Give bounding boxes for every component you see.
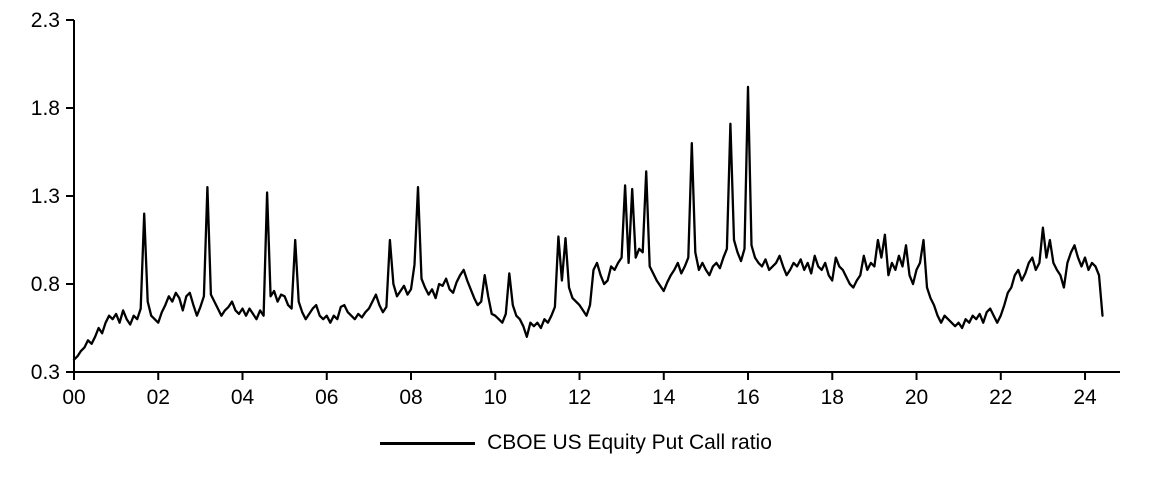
x-axis-tick-label: 06 bbox=[315, 386, 338, 409]
y-axis-tick-label: 0.3 bbox=[31, 361, 60, 384]
x-axis-tick-label: 16 bbox=[736, 386, 759, 409]
y-axis-tick-label: 0.8 bbox=[31, 273, 60, 296]
x-axis-tick-label: 04 bbox=[231, 386, 255, 409]
tick-marks bbox=[66, 19, 1087, 380]
y-axis-tick-label: 1.3 bbox=[31, 185, 60, 208]
series-line bbox=[72, 85, 1104, 361]
x-axis-tick-label: 20 bbox=[905, 386, 928, 409]
x-axis-tick-label: 24 bbox=[1073, 386, 1097, 409]
x-axis-tick-label: 08 bbox=[399, 386, 422, 409]
legend-line-icon bbox=[380, 441, 476, 445]
y-axis-tick-label: 2.3 bbox=[31, 9, 60, 32]
x-axis-tick-label: 18 bbox=[821, 386, 844, 409]
x-axis-tick-label: 14 bbox=[652, 386, 676, 409]
x-axis-tick-label: 10 bbox=[484, 386, 507, 409]
put-call-ratio-chart: 0.3 0.8 1.3 1.8 2.3 00 02 04 06 08 10 12 14 16 18 20 22 2… bbox=[31, 9, 1120, 409]
y-axis-tick-label: 1.8 bbox=[31, 97, 60, 120]
tick-labels: 0.3 0.8 1.3 1.8 2.3 00 02 04 06 08 10 12 14 16 18 20 22 2… bbox=[31, 9, 1097, 409]
x-axis-tick-label: 02 bbox=[147, 386, 170, 409]
legend-label: CBOE US Equity Put Call ratio bbox=[487, 431, 772, 454]
x-axis-tick-label: 00 bbox=[62, 386, 85, 409]
axes bbox=[73, 20, 1120, 373]
x-axis-tick-label: 22 bbox=[989, 386, 1012, 409]
x-axis-tick-label: 12 bbox=[568, 386, 591, 409]
legend: CBOE US Equity Put Call ratio bbox=[0, 431, 1152, 455]
